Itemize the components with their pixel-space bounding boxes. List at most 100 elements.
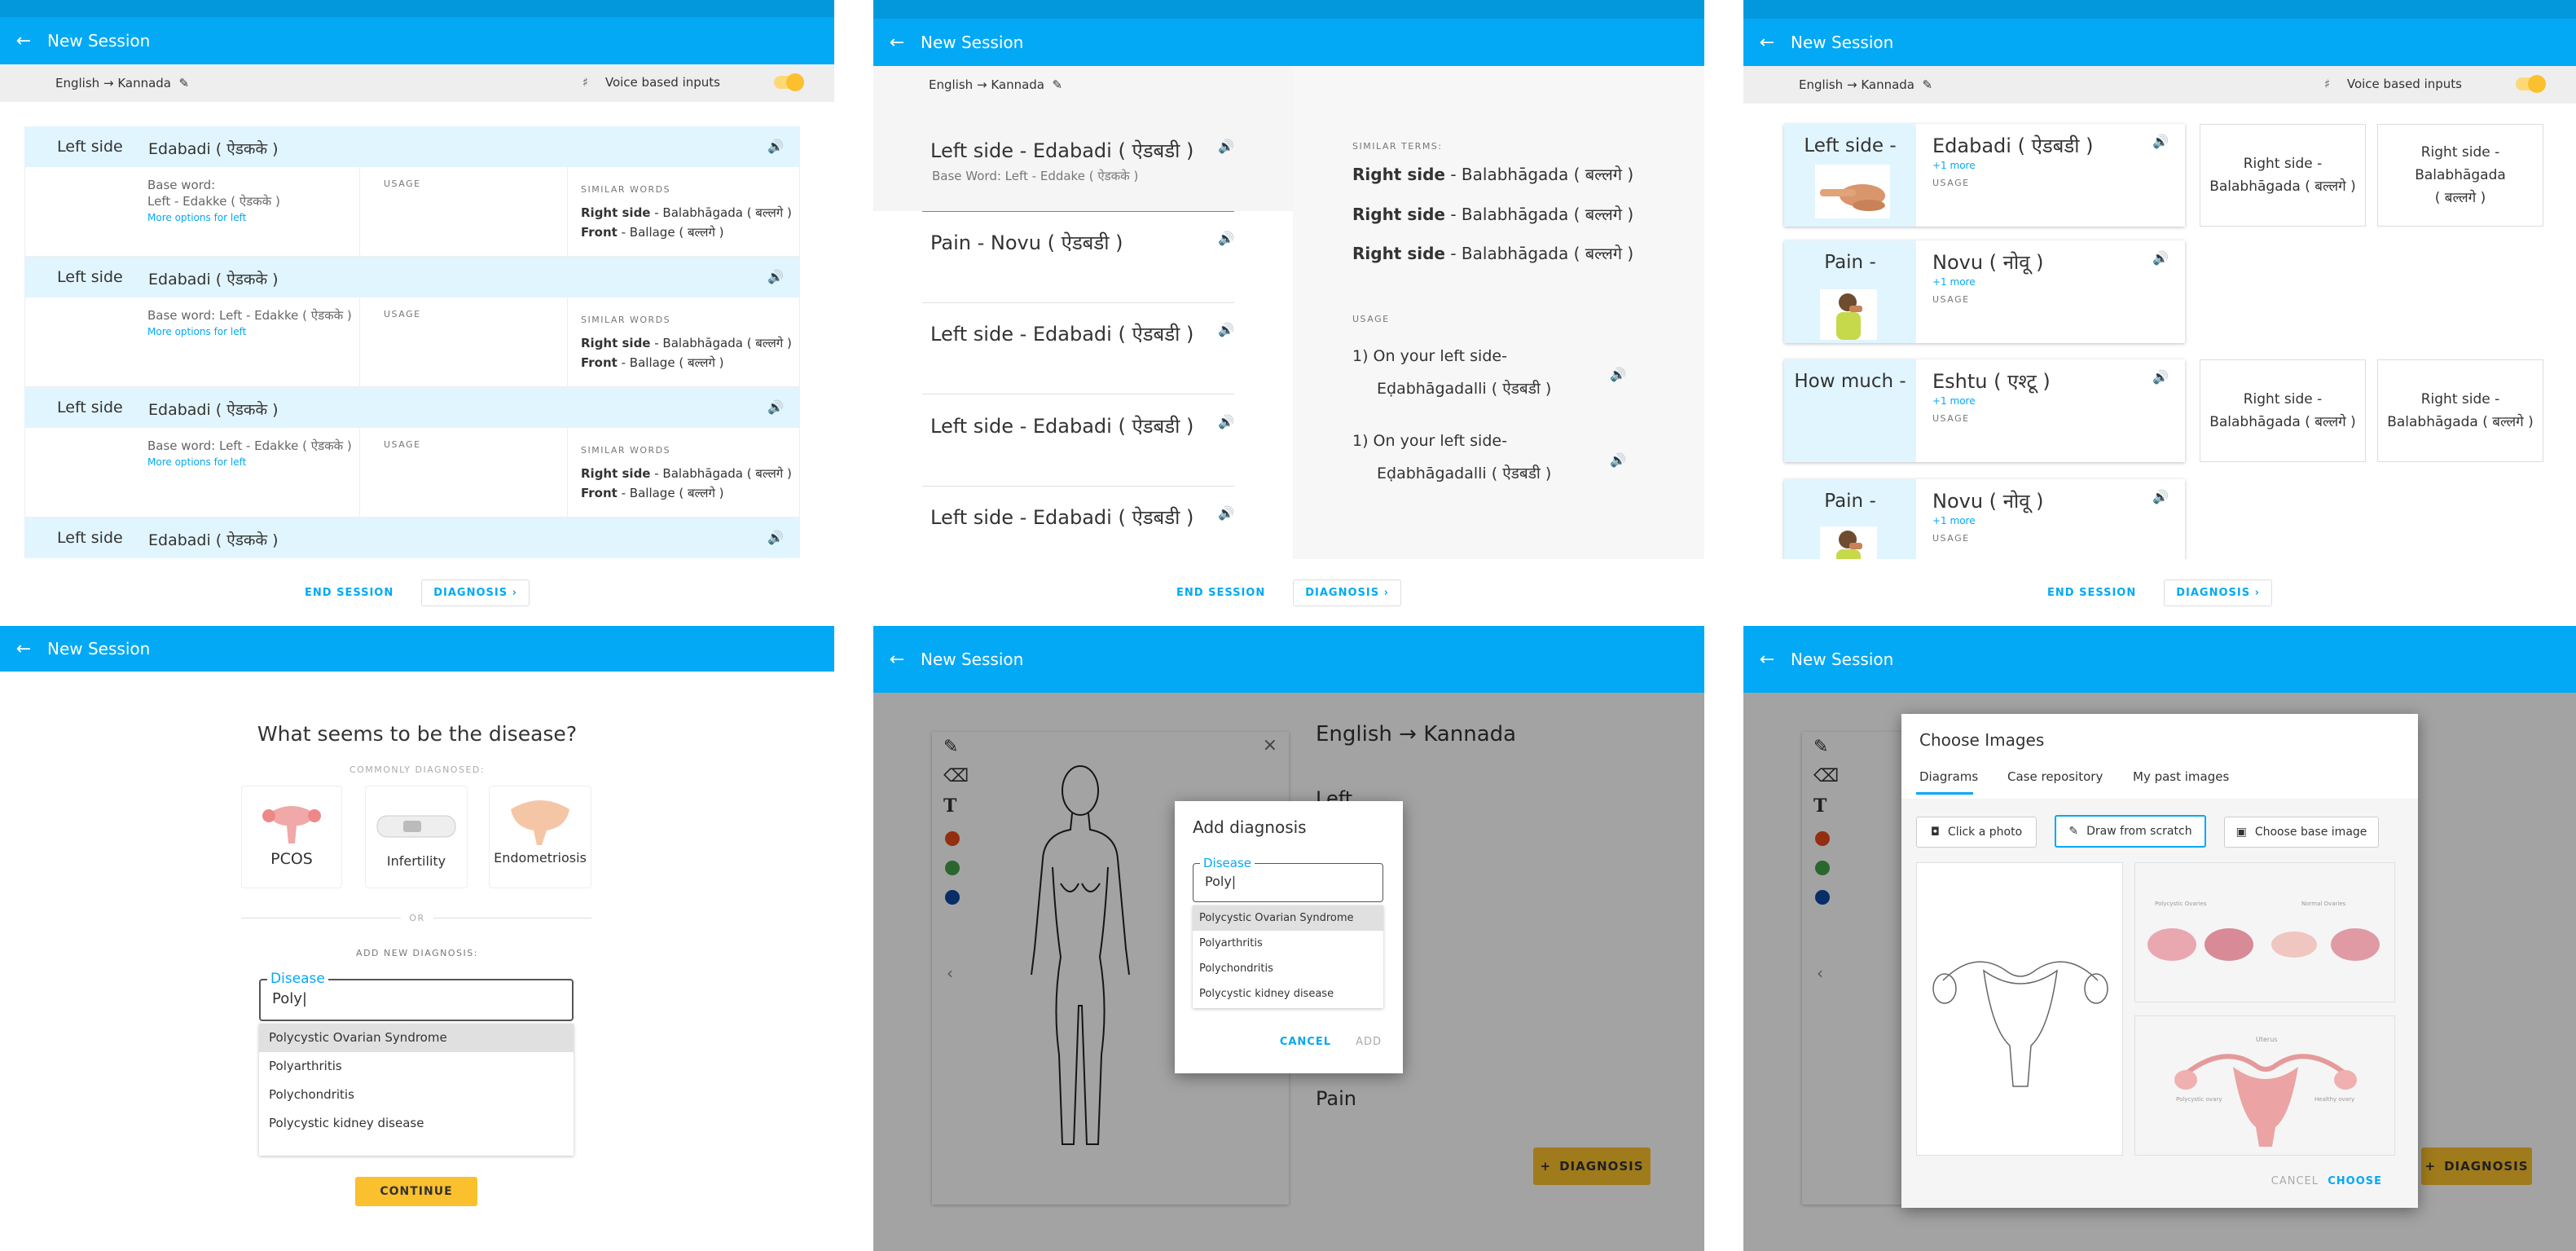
chip-infertility[interactable]: Infertility	[365, 786, 468, 888]
end-session-button[interactable]: END SESSION	[305, 586, 394, 599]
more-link[interactable]: +1 more	[1932, 160, 1976, 171]
end-session-button[interactable]: END SESSION	[2047, 586, 2137, 599]
diagnosis-button[interactable]: DIAGNOSIS ›	[421, 579, 530, 606]
back-arrow-icon[interactable]: ←	[15, 30, 32, 51]
suggestion-item[interactable]: Polycystic kidney disease	[1199, 988, 1334, 1000]
word-row[interactable]: Left side Edabadi ( ऐडकके ) 🔊	[24, 257, 800, 297]
similar-term[interactable]: Right side - Balabhāgada ( बल्लगे )	[1352, 205, 1634, 224]
speaker-icon[interactable]: 🔊	[1610, 452, 1626, 468]
more-options-link[interactable]: More options for left	[147, 212, 247, 223]
suggestion-item[interactable]: Polyarthritis	[1199, 937, 1263, 949]
word-row[interactable]: Left side Edabadi ( ऐडकके ) 🔊	[24, 126, 800, 167]
more-link[interactable]: +1 more	[1932, 515, 1976, 526]
pencil-icon[interactable]: ✎	[1813, 737, 1829, 757]
disease-input[interactable]: Disease Poly|	[1193, 856, 1383, 902]
speaker-icon[interactable]: 🔊	[767, 399, 784, 415]
edit-icon[interactable]: ✎	[1052, 77, 1063, 92]
diagram-uterus-outline[interactable]	[1916, 862, 2123, 1156]
diagram-ovaries[interactable]: Polycystic Ovaries Normal Ovaries	[2134, 862, 2395, 1002]
similar-card[interactable]: Right side - Balabhāgada ( बल्लगे )	[2200, 124, 2366, 227]
more-link[interactable]: +1 more	[1932, 276, 1976, 288]
tab-my-past-images[interactable]: My past images	[2133, 769, 2230, 784]
back-arrow-icon[interactable]: ←	[15, 638, 32, 659]
more-options-link[interactable]: More options for left	[147, 456, 247, 468]
speaker-icon[interactable]: 🔊	[1218, 505, 1234, 521]
click-photo-button[interactable]: ◘ Click a photo	[1916, 817, 2037, 848]
word-text[interactable]: Pain - Novu ( ऐडबडी )	[930, 231, 1123, 254]
chip-pcos[interactable]: PCOS	[241, 786, 342, 888]
eraser-icon[interactable]: ⌫	[943, 766, 969, 786]
continue-button[interactable]: CONTINUE	[355, 1177, 477, 1206]
word-text[interactable]: Left side - Edabadi ( ऐडबडी )	[930, 323, 1194, 346]
word-text[interactable]: Left side - Edabadi ( ऐडबडी )	[930, 506, 1194, 529]
similar-term[interactable]: Right side - Balabhāgada ( बल्लगे )	[1352, 244, 1634, 263]
word-text[interactable]: Left side - Edabadi ( ऐडबडी )	[930, 415, 1194, 438]
speaker-icon[interactable]: 🔊	[767, 269, 784, 284]
speaker-icon[interactable]: 🔊	[2152, 369, 2169, 385]
word-row[interactable]: Left side Edabadi ( ऐडकके ) 🔊	[24, 387, 800, 428]
color-green[interactable]	[945, 861, 960, 875]
diagnosis-button[interactable]: DIAGNOSIS ›	[2164, 579, 2272, 606]
back-arrow-icon[interactable]: ←	[1759, 32, 1775, 53]
end-session-button[interactable]: END SESSION	[1176, 586, 1266, 599]
color-red[interactable]	[1815, 831, 1830, 846]
language-pair[interactable]: English → Kannada ✎	[1799, 77, 1933, 92]
suggestion-item[interactable]: Polycystic kidney disease	[269, 1116, 424, 1130]
speaker-icon[interactable]: 🔊	[767, 139, 784, 154]
word-card[interactable]: Pain - Novu ( नोवू ) +1 more USAGE 🔊	[1784, 240, 2185, 343]
close-icon[interactable]: ×	[1262, 735, 1277, 755]
choose-base-image-button[interactable]: ▣ Choose base image	[2224, 817, 2379, 848]
text-tool-icon[interactable]: T	[1813, 795, 1827, 817]
word-text[interactable]: Left side - Edabadi ( ऐडबडी )	[930, 139, 1194, 162]
word-card[interactable]: Left side - Edabadi ( ऐडबडी ) +1 more US…	[1784, 124, 2185, 227]
diagram-uterus-color[interactable]: Uterus Polycystic ovary Healthy ovary	[2134, 1015, 2395, 1156]
text-tool-icon[interactable]: T	[943, 795, 957, 817]
chip-endometriosis[interactable]: Endometriosis	[489, 786, 591, 888]
tab-case-repository[interactable]: Case repository	[2007, 769, 2103, 784]
voice-toggle[interactable]	[774, 73, 804, 91]
more-link[interactable]: +1 more	[1932, 395, 1976, 407]
add-diagnosis-fab[interactable]: + DIAGNOSIS	[2421, 1147, 2532, 1185]
disease-input[interactable]: Disease Poly|	[259, 971, 574, 1021]
suggestion-item[interactable]: Polychondritis	[1199, 962, 1273, 975]
pencil-icon[interactable]: ✎	[943, 737, 959, 757]
similar-card[interactable]: Right side - Balabhāgada ( बल्लगे )	[2200, 359, 2366, 462]
word-row[interactable]: Left side Edabadi ( ऐडकके ) 🔊	[24, 518, 800, 558]
add-diagnosis-fab[interactable]: + DIAGNOSIS	[1533, 1147, 1651, 1185]
color-blue[interactable]	[945, 890, 960, 905]
back-arrow-icon[interactable]: ←	[1759, 649, 1775, 670]
word-card[interactable]: How much - Eshtu ( एश्टू ) +1 more USAGE…	[1784, 359, 2185, 462]
more-options-link[interactable]: More options for left	[147, 326, 247, 337]
diagnosis-button[interactable]: DIAGNOSIS ›	[1293, 579, 1401, 606]
similar-card[interactable]: Right side - Balabhāgada( बल्लगे )	[2377, 124, 2543, 227]
voice-toggle[interactable]	[2516, 75, 2546, 93]
add-button[interactable]: ADD	[1356, 1036, 1382, 1048]
similar-term[interactable]: Right side - Balabhāgada ( बल्लगे )	[1352, 165, 1634, 184]
chevron-left-icon[interactable]: ‹	[947, 963, 953, 983]
edit-icon[interactable]: ✎	[1922, 77, 1933, 92]
speaker-icon[interactable]: 🔊	[2152, 134, 2169, 149]
speaker-icon[interactable]: 🔊	[1218, 322, 1234, 337]
color-blue[interactable]	[1815, 890, 1830, 905]
speaker-icon[interactable]: 🔊	[1218, 231, 1234, 246]
choose-button[interactable]: CHOOSE	[2328, 1175, 2382, 1187]
back-arrow-icon[interactable]: ←	[889, 649, 905, 670]
speaker-icon[interactable]: 🔊	[767, 530, 784, 545]
suggestion-item[interactable]: Polycystic Ovarian Syndrome	[1193, 905, 1383, 931]
similar-card[interactable]: Right side - Balabhāgada ( बल्लगे )	[2377, 359, 2543, 462]
tab-diagrams[interactable]: Diagrams	[1919, 769, 1979, 784]
color-green[interactable]	[1815, 861, 1830, 875]
chevron-left-icon[interactable]: ‹	[1817, 963, 1823, 983]
draw-from-scratch-button[interactable]: ✎ Draw from scratch	[2055, 815, 2206, 848]
speaker-icon[interactable]: 🔊	[1610, 367, 1626, 382]
speaker-icon[interactable]: 🔊	[2152, 489, 2169, 504]
suggestion-item[interactable]: Polychondritis	[269, 1087, 354, 1102]
language-pair[interactable]: English → Kannada ✎	[55, 76, 189, 90]
speaker-icon[interactable]: 🔊	[2152, 250, 2169, 266]
edit-icon[interactable]: ✎	[178, 76, 190, 90]
language-pair[interactable]: English → Kannada ✎	[929, 77, 1063, 92]
speaker-icon[interactable]: 🔊	[1218, 414, 1234, 429]
cancel-button[interactable]: CANCEL	[2270, 1175, 2319, 1187]
suggestion-item[interactable]: Polyarthritis	[269, 1059, 342, 1073]
eraser-icon[interactable]: ⌫	[1813, 766, 1840, 786]
